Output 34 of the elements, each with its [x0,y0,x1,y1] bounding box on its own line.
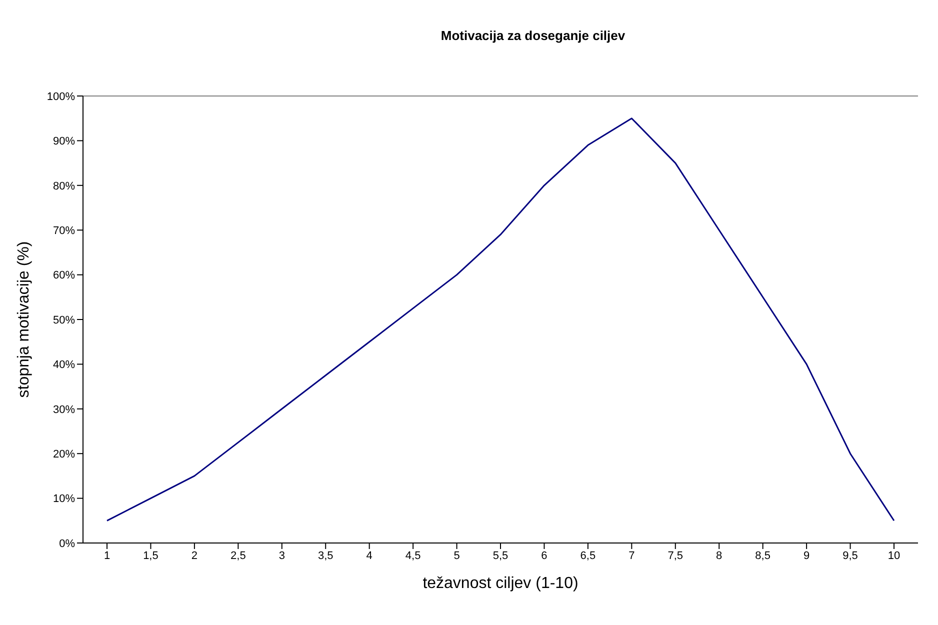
x-tick-label: 7,5 [668,550,684,562]
x-tick-label: 9 [803,550,810,562]
x-tick-label: 3 [278,550,285,562]
y-tick-label: 80% [52,180,76,192]
y-tick-label: 30% [52,404,76,416]
x-tick-label: 8 [716,550,722,562]
chart-title: Motivacija za doseganje ciljev [440,27,626,43]
x-tick-label: 7 [628,550,635,562]
x-tick-label: 1,5 [143,550,158,562]
x-tick-label: 8,5 [755,550,770,562]
x-tick-label: 5 [454,550,460,562]
y-tick-label: 100% [46,90,76,103]
x-tick-label: 6,5 [580,550,596,562]
y-axis-title: stopnja motivacije (%) [16,241,33,398]
x-tick-label: 4,5 [405,550,421,562]
x-axis-title: težavnost ciljev (1-10) [422,575,578,592]
y-tick-label: 90% [52,136,76,148]
y-tick-label: 50% [52,314,76,326]
line-series [106,118,895,522]
x-tick-label: 6 [541,550,548,562]
y-tick-label: 60% [52,270,76,282]
y-tick-label: 10% [52,493,76,506]
x-tick-label: 9,5 [842,550,858,562]
x-tick-label: 10 [888,550,900,562]
y-tick-label: 20% [52,448,76,461]
x-tick-label: 2,5 [230,550,246,562]
x-tick-label: 3,5 [318,550,334,562]
x-tick-label: 1 [104,550,110,562]
x-tick-label: 2 [191,550,198,562]
y-tick-label: 70% [52,225,76,238]
y-tick-label: 40% [52,359,76,372]
x-tick-label: 5,5 [492,550,508,562]
x-tick-label: 4 [366,550,372,562]
y-tick-label: 0% [59,538,76,550]
